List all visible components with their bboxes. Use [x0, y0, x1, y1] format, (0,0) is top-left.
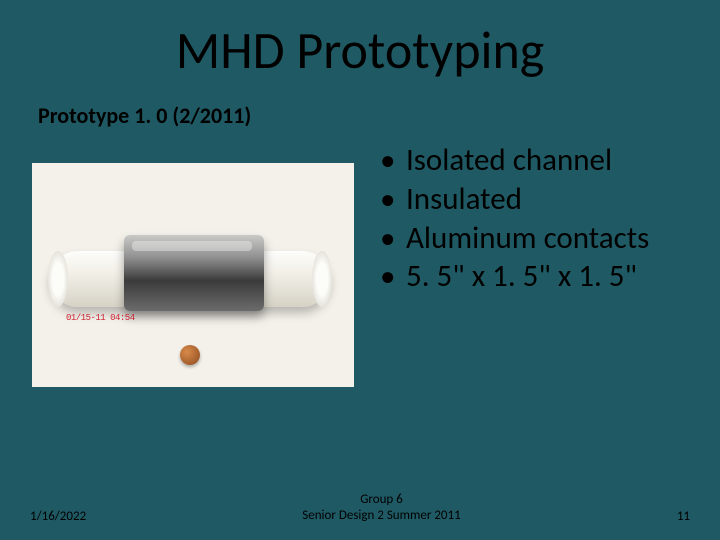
bullet-item: Aluminum contacts — [380, 219, 700, 258]
coin-shape — [180, 345, 200, 365]
tape-wrap-shape — [124, 235, 264, 311]
footer-course: Senior Design 2 Summer 2011 — [86, 508, 677, 524]
bullet-list: Isolated channel Insulated Aluminum cont… — [380, 141, 700, 387]
footer-date: 1/16/2022 — [30, 509, 86, 524]
footer-center: Group 6 Senior Design 2 Summer 2011 — [86, 492, 677, 525]
footer-page-number: 11 — [677, 509, 690, 524]
prototype-photo: 01/15-11 04:54 — [32, 163, 354, 387]
footer: 1/16/2022 Group 6 Senior Design 2 Summer… — [0, 492, 720, 525]
content-row: 01/15-11 04:54 Isolated channel Insulate… — [0, 139, 720, 387]
footer-group: Group 6 — [86, 492, 677, 508]
bullet-item: 5. 5" x 1. 5" x 1. 5" — [380, 257, 700, 296]
photo-timestamp: 01/15-11 04:54 — [66, 313, 135, 323]
slide-title: MHD Prototyping — [0, 0, 720, 82]
bullet-item: Isolated channel — [380, 141, 700, 180]
slide-subtitle: Prototype 1. 0 (2/2011) — [38, 102, 720, 129]
bullet-item: Insulated — [380, 180, 700, 219]
